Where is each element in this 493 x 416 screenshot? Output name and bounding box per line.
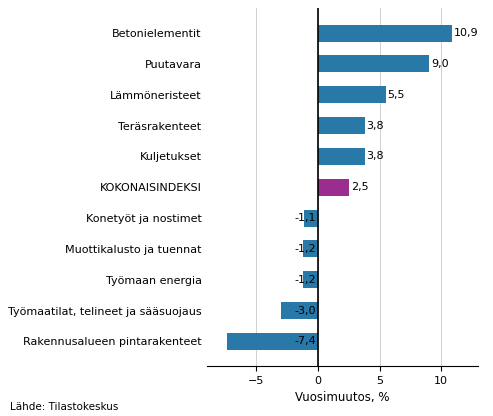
Text: 5,5: 5,5	[387, 90, 405, 100]
Text: -3,0: -3,0	[295, 305, 316, 315]
Text: -1,2: -1,2	[294, 244, 316, 254]
Text: 10,9: 10,9	[454, 28, 479, 38]
Bar	[281, 302, 318, 319]
Bar	[303, 271, 318, 288]
Text: 2,5: 2,5	[351, 182, 368, 192]
X-axis label: Vuosimuutos, %: Vuosimuutos, %	[295, 391, 390, 404]
Text: 3,8: 3,8	[367, 121, 385, 131]
Bar	[318, 148, 365, 165]
Text: -7,4: -7,4	[294, 337, 316, 347]
Bar	[305, 210, 318, 226]
Text: -1,1: -1,1	[295, 213, 316, 223]
Bar	[318, 86, 386, 103]
Bar	[318, 179, 349, 196]
Bar	[318, 55, 429, 72]
Bar	[318, 25, 453, 42]
Bar	[303, 240, 318, 258]
Text: Lähde: Tilastokeskus: Lähde: Tilastokeskus	[10, 402, 118, 412]
Text: -1,2: -1,2	[294, 275, 316, 285]
Bar	[227, 333, 318, 350]
Text: 3,8: 3,8	[367, 151, 385, 161]
Text: 9,0: 9,0	[431, 59, 449, 69]
Bar	[318, 117, 365, 134]
